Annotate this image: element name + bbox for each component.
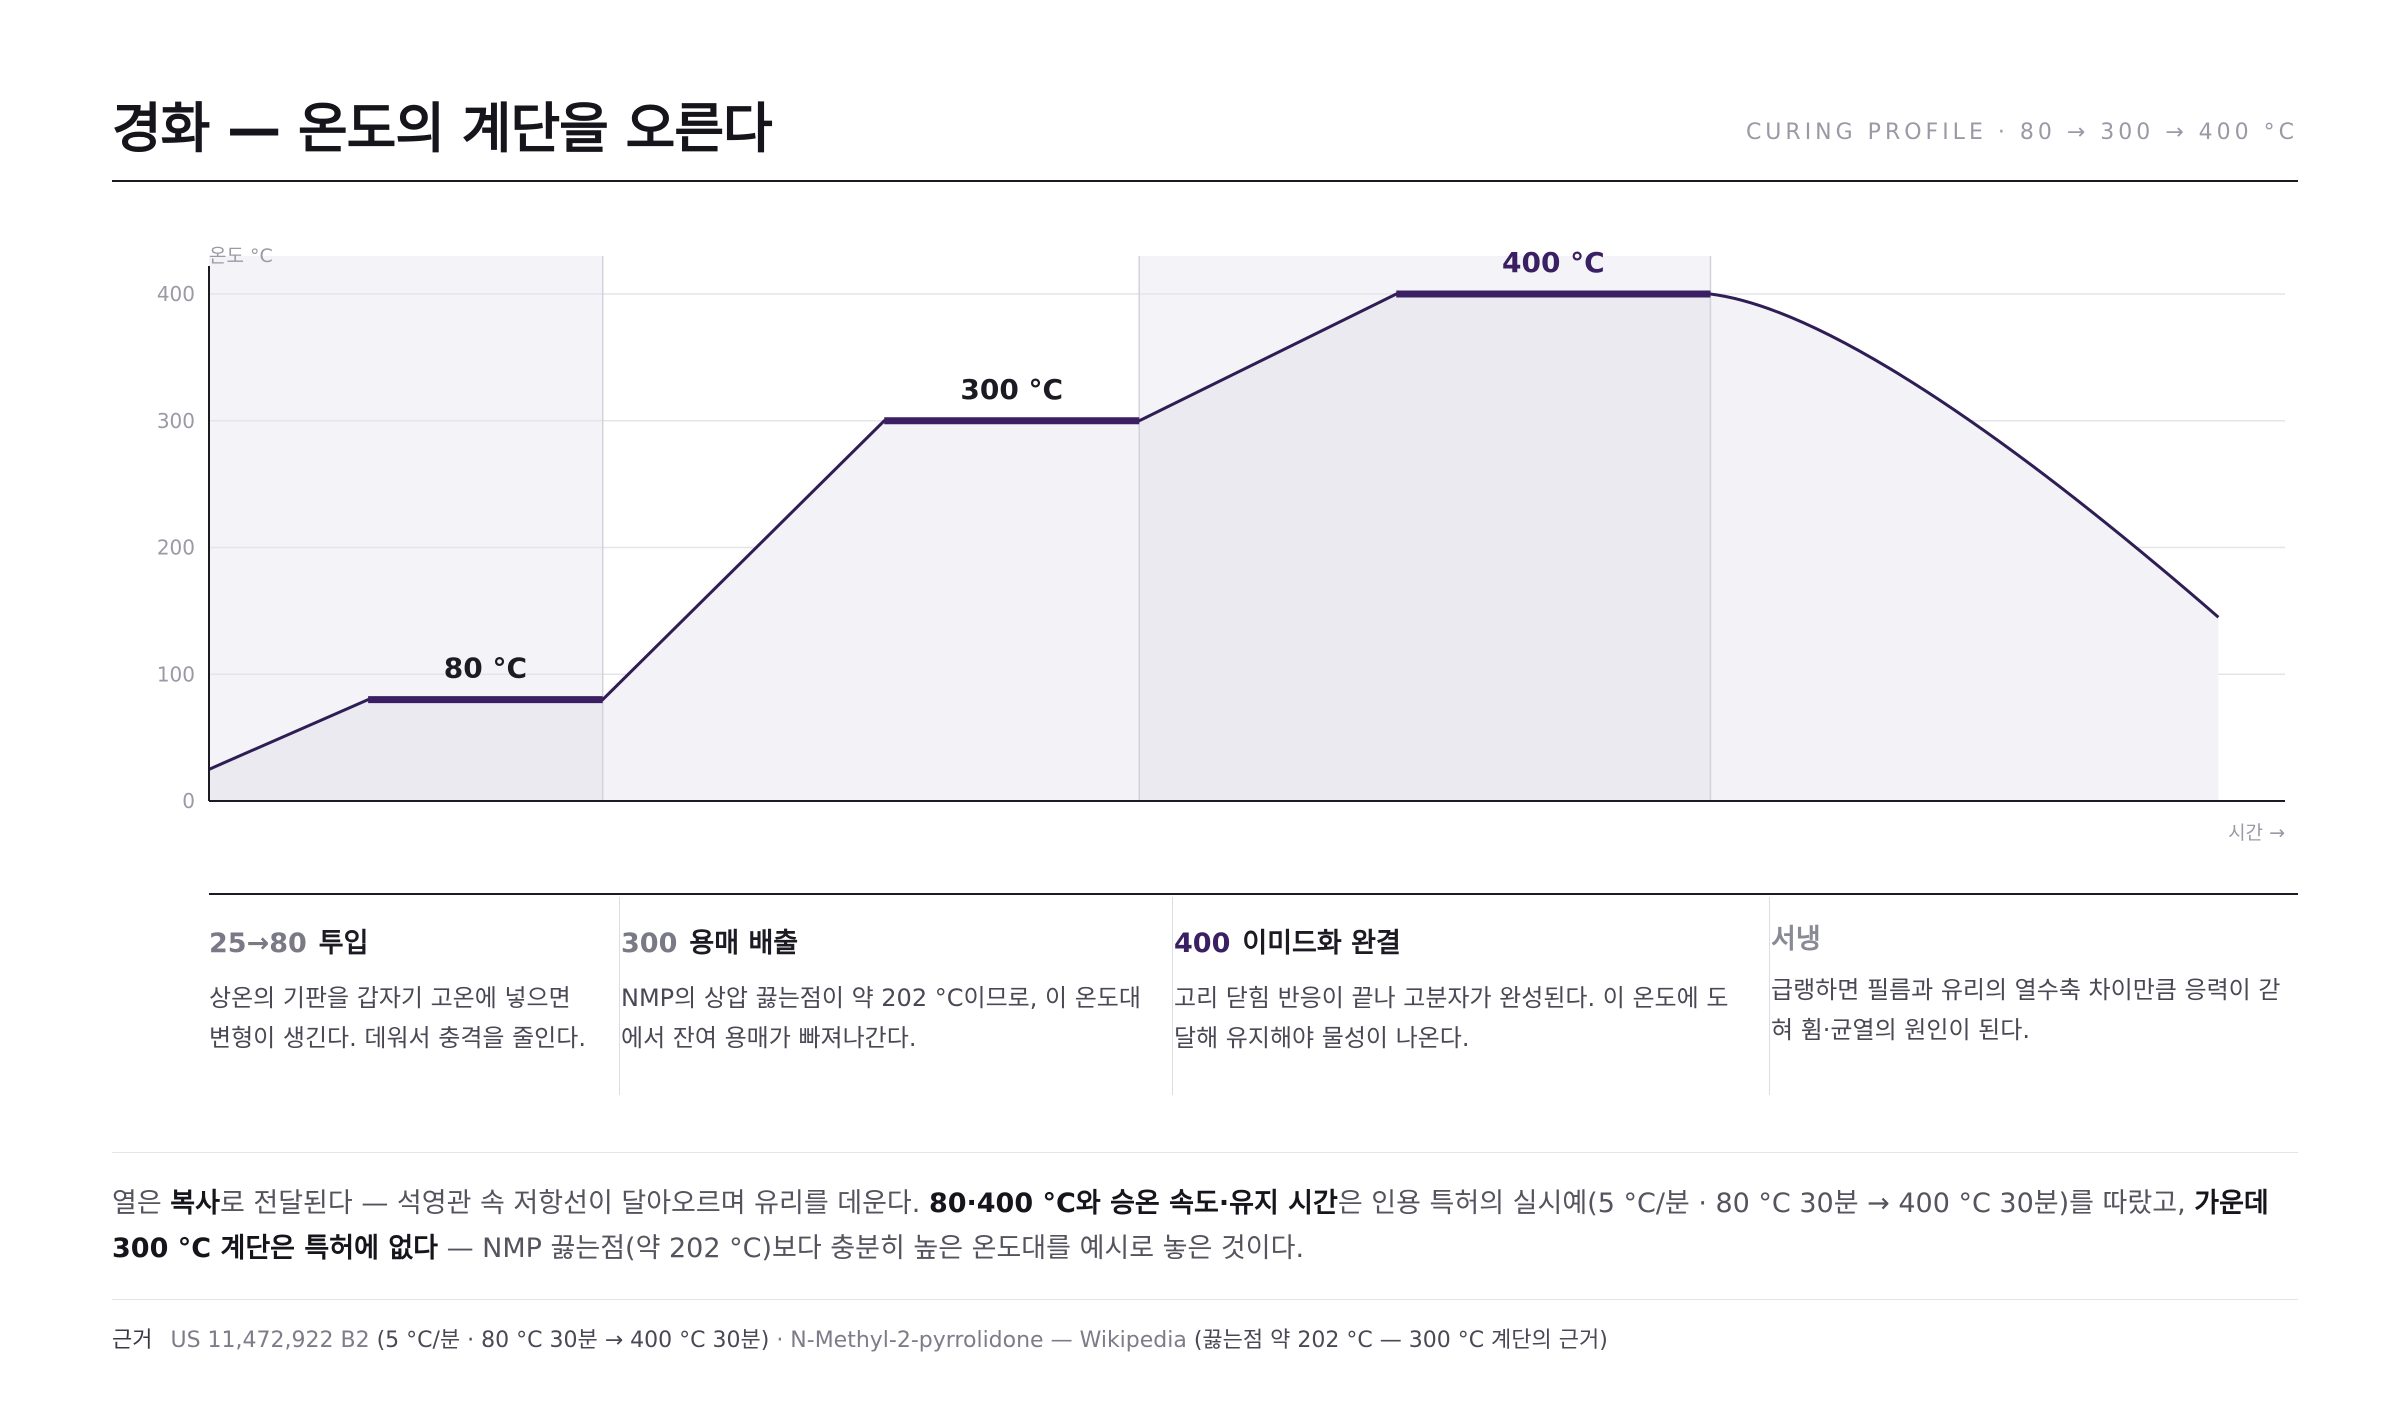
stage-description: 고리 닫힘 반응이 끝나 고분자가 완성된다. 이 온도에 도달해 유지해야 물… xyxy=(1174,984,1729,1052)
stage-list: 25→80 투입 상온의 기판을 갑자기 고온에 넣으면 변형이 생긴다. 데워서… xyxy=(209,893,2298,1095)
y-tick-label-300: 300 xyxy=(157,409,195,433)
source-line: 근거 US 11,472,922 B2 (5 °C/분 · 80 °C 30분 →… xyxy=(112,1322,1608,1354)
y-tick-label-0: 0 xyxy=(182,789,195,813)
stage-heading: 서냉 xyxy=(1771,917,2298,956)
stage-name: 이미드화 완결 xyxy=(1242,928,1401,959)
stage-divider xyxy=(1172,897,1173,1095)
stage-heading: 300 용매 배출 xyxy=(621,921,1141,960)
hold-label-2: 400 °C xyxy=(1502,246,1605,279)
x-axis-label: 시간 → xyxy=(2228,822,2285,844)
stage-heading: 25→80 투입 xyxy=(209,921,589,960)
stage-divider xyxy=(619,897,620,1095)
page-title: 경화 — 온도의 계단을 오른다 xyxy=(112,97,773,160)
patent-detail: (5 °C/분 · 80 °C 30분 → 400 °C 30분) xyxy=(369,1328,777,1353)
stage-name: 서냉 xyxy=(1771,924,1821,955)
stage-item-imidization: 400 이미드화 완결 고리 닫힘 반응이 끝나 고분자가 완성된다. 이 온도에… xyxy=(1172,895,1734,1095)
stage-number: 400 xyxy=(1174,928,1231,959)
hold-label-1: 300 °C xyxy=(960,373,1063,406)
y-axis-label: 온도 °C xyxy=(209,245,273,267)
stage-description: NMP의 상압 끓는점이 약 202 °C이므로, 이 온도대에서 잔여 용매가… xyxy=(621,984,1141,1052)
note-paragraph: 열은 복사로 전달된다 — 석영관 속 저항선이 달아오르며 유리를 데운다. … xyxy=(112,1188,2269,1264)
profile-caption: CURING PROFILE · 80 → 300 → 400 °C xyxy=(1745,120,2298,145)
source-label: 근거 xyxy=(112,1328,153,1353)
stage-description: 상온의 기판을 갑자기 고온에 넣으면 변형이 생긴다. 데워서 충격을 줄인다… xyxy=(209,984,586,1052)
explanation-note: 열은 복사로 전달된다 — 석영관 속 저항선이 달아오르며 유리를 데운다. … xyxy=(112,1152,2298,1300)
hold-label-0: 80 °C xyxy=(444,652,527,685)
stage-item-preheat: 25→80 투입 상온의 기판을 갑자기 고온에 넣으면 변형이 생긴다. 데워서… xyxy=(209,895,589,1095)
stage-number: 300 xyxy=(621,928,678,959)
stage-item-cooling: 서냉 급랭하면 필름과 유리의 열수축 차이만큼 응력이 갇혀 휨·균열의 원인… xyxy=(1769,895,2298,1095)
stage-name: 투입 xyxy=(318,928,369,959)
header: 경화 — 온도의 계단을 오른다 CURING PROFILE · 80 → 3… xyxy=(112,84,2298,182)
stage-description: 급랭하면 필름과 유리의 열수축 차이만큼 응력이 갇혀 휨·균열의 원인이 된… xyxy=(1771,976,2281,1044)
y-tick-label-400: 400 xyxy=(157,282,195,306)
profile-area-band-1 xyxy=(1139,294,1711,801)
wikipedia-reference: · N-Methyl-2-pyrrolidone — Wikipedia xyxy=(776,1328,1187,1353)
stage-item-solvent: 300 용매 배출 NMP의 상압 끓는점이 약 202 °C이므로, 이 온도대… xyxy=(619,895,1141,1095)
stage-divider xyxy=(1769,897,1770,1095)
stage-heading: 400 이미드화 완결 xyxy=(1174,921,1734,960)
stage-name: 용매 배출 xyxy=(689,928,799,959)
y-tick-label-200: 200 xyxy=(157,536,195,560)
profile-area-band-0 xyxy=(209,699,603,801)
wikipedia-detail: (끓는점 약 202 °C — 300 °C 계단의 근거) xyxy=(1186,1328,1608,1353)
curing-profile-chart: 80 °C 300 °C 400 °C 0 100 200 300 400 온도 °C 시간 → xyxy=(157,245,2285,844)
stage-number: 25→80 xyxy=(209,928,307,959)
patent-reference: US 11,472,922 B2 xyxy=(170,1328,370,1353)
y-tick-label-100: 100 xyxy=(157,662,195,686)
